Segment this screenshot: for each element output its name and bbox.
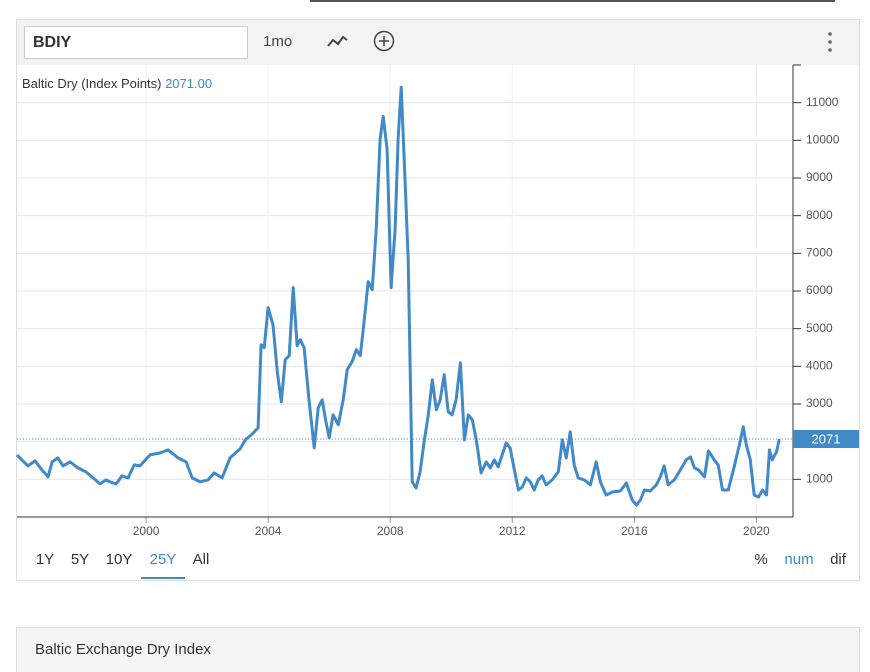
range-button[interactable]: 5Y [71,551,89,568]
mode-button[interactable]: num [784,551,813,568]
legend: Baltic Dry (Index Points) 2071.00 [22,76,212,91]
y-tick-label: 11000 [806,95,839,109]
y-tick-label: 6000 [806,283,833,297]
x-tick-label: 2004 [255,524,282,538]
series-line [15,85,781,507]
plot: 1000 2000 3000 4000 5000 6000 7000 8000 9000 1000… [15,64,859,538]
legend-value: 2071.00 [165,76,212,91]
y-tick-label: 9000 [806,170,833,184]
controls: 1Y 5Y 10Y 25Y All% num dif [36,551,847,579]
y-tick-label: 4000 [806,359,833,373]
symbol: BDIY [33,34,72,51]
footer-title: Baltic Exchange Dry Index [35,641,211,658]
x-tick-label: 2000 [133,524,160,538]
chart-type-icon[interactable] [327,35,348,47]
range-button[interactable]: 25Y [150,551,177,568]
x-tick-label: 2016 [621,524,648,538]
x-tick-label: 2020 [743,524,770,538]
footer-box [16,627,860,672]
x-tick-label: 2012 [499,524,526,538]
active-underline [141,577,185,579]
y-tick-label: 5000 [806,321,833,335]
y-tick-label: 10000 [806,133,840,147]
y-tick-label: 8000 [806,208,833,222]
range-button[interactable]: 1Y [36,551,54,568]
interval[interactable]: 1mo [263,33,292,50]
y-tick-label: 1000 [806,472,833,486]
panel [16,19,860,581]
menu-icon[interactable] [828,32,832,52]
symbol-input[interactable] [24,26,248,59]
mode-button[interactable]: % [754,551,767,568]
add-plus [379,36,389,46]
current-value-label: 2071 [812,431,841,446]
y-tick-label: 7000 [806,246,833,260]
range-button[interactable]: All [193,551,210,568]
x-tick-label: 2008 [377,524,404,538]
series-label: Baltic Dry (Index Points) [22,76,161,91]
y-tick-label: 3000 [806,396,833,410]
top-strip [310,0,835,2]
add-icon[interactable] [373,30,395,52]
range-button[interactable]: 10Y [106,551,133,568]
current-value-tag [793,429,859,448]
mode-button[interactable]: dif [830,551,847,568]
